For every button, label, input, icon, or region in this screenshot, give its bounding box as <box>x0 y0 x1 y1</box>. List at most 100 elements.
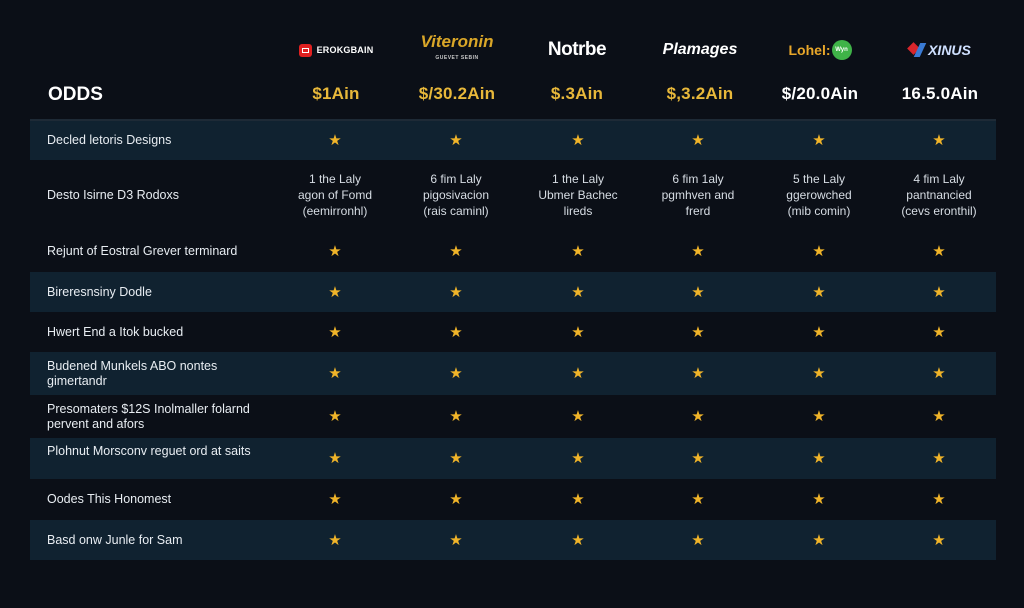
rating-cell: ★ <box>518 438 638 479</box>
rating-cell: ★ <box>275 272 395 312</box>
star-icon: ★ <box>691 242 705 260</box>
rating-cell: ★ <box>518 121 638 160</box>
brand-logo-notrbe[interactable]: Notrbe <box>547 39 607 60</box>
rating-cell: ★ <box>396 438 516 479</box>
table-row[interactable]: Decled letoris Designs ★ ★ ★ ★ ★ ★ <box>30 121 996 160</box>
star-icon: ★ <box>328 242 342 260</box>
star-icon: ★ <box>449 491 463 508</box>
rating-cell: ★ <box>518 352 638 395</box>
brand-logo-xinus[interactable]: XINUS <box>880 34 1000 66</box>
star-icon: ★ <box>812 365 826 382</box>
star-icon: ★ <box>328 531 342 549</box>
star-icon: ★ <box>328 365 342 382</box>
rating-cell: ★ <box>879 352 999 395</box>
brand-logo-viteronin[interactable]: Viteronin GUEVET SEBIN <box>397 32 517 66</box>
rating-cell: ★ <box>879 312 999 352</box>
star-icon: ★ <box>932 323 946 341</box>
star-icon: ★ <box>571 283 585 301</box>
rating-cell: ★ <box>518 395 638 438</box>
rating-cell: ★ <box>759 479 879 520</box>
rating-cell: ★ <box>638 312 758 352</box>
green-circle-icon: Wyn <box>831 40 852 60</box>
rating-cell: ★ <box>759 438 879 479</box>
star-icon: ★ <box>932 491 946 508</box>
rating-cell: ★ <box>275 121 395 160</box>
odds-value: $.3Ain <box>550 84 604 103</box>
table-row[interactable]: Hwert End a Itok bucked ★ ★ ★ ★ ★ ★ <box>30 312 996 352</box>
rating-cell: ★ <box>396 395 516 438</box>
feature-label: Basd onw Junle for Sam <box>47 532 183 547</box>
star-icon: ★ <box>932 408 946 425</box>
feature-label: Budened Munkels ABO nontes gimertandr <box>47 358 218 388</box>
star-icon: ★ <box>812 323 826 341</box>
star-icon: ★ <box>328 491 342 508</box>
detail-text: 5 the Laly ggerowched (mib comin) <box>786 172 852 218</box>
rating-cell: ★ <box>759 352 879 395</box>
table-row[interactable]: Oodes This Honomest ★ ★ ★ ★ ★ ★ <box>30 479 996 520</box>
table-row[interactable]: Budened Munkels ABO nontes gimertandr ★ ★ ★… <box>30 352 996 395</box>
brand-name: Viteronin <box>420 32 494 51</box>
star-icon: ★ <box>932 450 946 467</box>
detail-text: 4 fim Laly pantnancied (cevs eronthil) <box>901 172 977 218</box>
rating-cell: ★ <box>759 395 879 438</box>
star-icon: ★ <box>571 408 585 425</box>
star-icon: ★ <box>812 450 826 467</box>
star-icon: ★ <box>449 531 463 549</box>
rating-cell: ★ <box>638 479 758 520</box>
star-icon: ★ <box>932 365 946 382</box>
table-row[interactable]: Rejunt of Eostral Grever terminard ★ ★ ★ ★ ★ ★ <box>30 230 996 272</box>
rating-cell: ★ <box>638 352 758 395</box>
detail-cell: 1 the Laly agon of Fomd (eemirronhl) <box>275 160 395 230</box>
rating-cell: ★ <box>518 479 638 520</box>
detail-cell: 5 the Laly ggerowched (mib comin) <box>759 160 879 230</box>
rating-cell: ★ <box>759 312 879 352</box>
detail-text: 1 the Laly agon of Fomd (eemirronhl) <box>297 172 373 218</box>
star-icon: ★ <box>449 323 463 341</box>
rating-cell: ★ <box>396 230 516 272</box>
odds-value: 16.5.0Ain <box>901 84 979 103</box>
table-row[interactable]: Presomaters $12S Inolmaller folarnd perv… <box>30 395 996 438</box>
star-icon: ★ <box>932 242 946 260</box>
feature-label: Oodes This Honomest <box>47 492 172 506</box>
table-row[interactable]: Desto Isirne D3 Rodoxs 1 the Laly agon of… <box>30 160 996 230</box>
star-icon: ★ <box>812 531 826 549</box>
star-icon: ★ <box>449 365 463 382</box>
detail-cell: 6 fim Laly pigosivacion (rais caminl) <box>396 160 516 230</box>
table-row[interactable]: Bireresnsiny Dodle ★ ★ ★ ★ ★ ★ <box>30 272 996 312</box>
star-icon: ★ <box>691 132 705 149</box>
detail-cell: 4 fim Laly pantnancied (cevs eronthil) <box>879 160 999 230</box>
brand-logo-lohel[interactable]: Lohel: Wyn <box>760 34 880 66</box>
rating-cell: ★ <box>879 520 999 560</box>
feature-label: Decled letoris Designs <box>47 133 172 147</box>
star-icon: ★ <box>691 491 705 508</box>
odds-value: $/20.0Ain <box>781 84 859 103</box>
rating-cell: ★ <box>396 352 516 395</box>
star-icon: ★ <box>328 132 342 149</box>
brand-subtitle: GUEVET SEBIN <box>435 55 479 61</box>
star-icon: ★ <box>449 450 463 467</box>
rating-cell: ★ <box>759 230 879 272</box>
star-icon: ★ <box>691 408 705 425</box>
star-icon: ★ <box>691 365 705 382</box>
feature-label: Desto Isirne D3 Rodoxs <box>47 187 180 202</box>
brand-logo-erokgbain[interactable]: EROKGBAIN <box>276 34 396 66</box>
rating-cell: ★ <box>396 479 516 520</box>
rating-cell: ★ <box>879 121 999 160</box>
feature-label: Plohnut Morsconv reguet ord at saits <box>47 443 251 458</box>
star-icon: ★ <box>812 408 826 425</box>
rating-cell: ★ <box>638 520 758 560</box>
detail-text: 6 fim Laly pigosivacion (rais caminl) <box>422 172 490 218</box>
rating-cell: ★ <box>638 121 758 160</box>
table-row[interactable]: Basd onw Junle for Sam ★ ★ ★ ★ ★ ★ <box>30 520 996 560</box>
rating-cell: ★ <box>759 121 879 160</box>
rating-cell: ★ <box>275 230 395 272</box>
rating-cell: ★ <box>518 312 638 352</box>
star-icon: ★ <box>571 491 585 508</box>
header-divider <box>30 119 996 121</box>
star-icon: ★ <box>812 283 826 301</box>
table-row[interactable]: Plohnut Morsconv reguet ord at saits ★ ★ ★ ★… <box>30 438 996 479</box>
rating-cell: ★ <box>396 312 516 352</box>
star-icon: ★ <box>571 531 585 549</box>
brand-logo-plamages[interactable]: Plamages <box>662 41 738 58</box>
xinus-mark-icon <box>909 43 927 57</box>
